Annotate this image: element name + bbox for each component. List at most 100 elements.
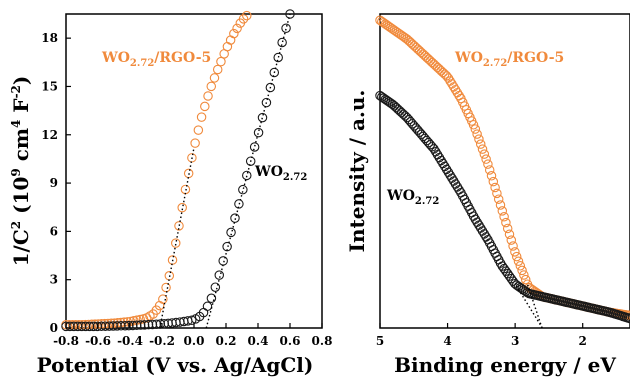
series-orange (61, 10, 252, 330)
data-point (427, 142, 437, 152)
data-point (190, 138, 200, 148)
data-point (210, 282, 221, 292)
data-point (212, 64, 223, 75)
data-point (238, 14, 249, 24)
data-point (230, 213, 240, 223)
data-point (200, 101, 210, 112)
data-point (396, 107, 407, 118)
data-point (158, 294, 168, 304)
data-point (425, 56, 436, 66)
data-point (74, 320, 84, 330)
data-point (511, 251, 522, 262)
data-point (285, 9, 295, 19)
data-point (510, 247, 520, 257)
right-x-ticks: 5 4 3 2 (376, 323, 587, 348)
data-point (171, 238, 181, 248)
data-point (222, 241, 232, 252)
data-point (407, 39, 418, 49)
data-point (493, 194, 504, 204)
data-point (261, 97, 272, 108)
data-point (106, 318, 116, 329)
data-point (177, 202, 187, 213)
data-point (206, 81, 217, 92)
series-black (61, 9, 295, 332)
data-point (405, 37, 416, 48)
left-y-ticks: 0 3 6 9 12 15 18 (41, 31, 71, 335)
left-x-ticks: -0.8 -0.6 -0.4 -0.2 0.0 0.2 0.4 0.6 0.8 (53, 323, 332, 348)
data-point (499, 211, 509, 222)
data-point (273, 52, 283, 63)
data-point (416, 47, 427, 58)
data-point (411, 42, 421, 53)
data-point (87, 319, 97, 330)
data-point (474, 134, 484, 144)
data-point (242, 10, 252, 21)
data-point (203, 91, 213, 101)
data-point (490, 182, 500, 193)
y-tick-label: 0 (50, 321, 58, 335)
data-point (504, 271, 515, 281)
data-point (519, 270, 529, 280)
data-point (497, 261, 508, 271)
left-x-axis-title: Potential (V vs. Ag/AgCl) (37, 353, 314, 377)
data-point (277, 37, 287, 48)
data-point (67, 320, 78, 330)
x-tick-label: 3 (511, 334, 519, 348)
x-tick-label: -0.6 (85, 334, 111, 348)
data-point (432, 62, 443, 73)
data-point (414, 46, 425, 56)
x-tick-label: -0.4 (117, 334, 143, 348)
right-plot-frame (379, 13, 630, 329)
data-point (423, 54, 434, 64)
x-tick-label: 0.4 (248, 334, 269, 348)
data-point (517, 265, 527, 276)
data-point (472, 129, 482, 139)
data-point (470, 124, 481, 134)
data-point (218, 256, 228, 266)
left-series-label-rgo: WO2.72/RGO-5 (101, 50, 211, 69)
data-point (253, 127, 264, 138)
data-point (161, 282, 171, 293)
data-point (429, 59, 439, 69)
data-point (475, 139, 486, 149)
data-point (187, 315, 197, 326)
data-point (393, 104, 403, 114)
data-point (468, 120, 479, 130)
x-tick-label: 0.6 (280, 334, 301, 348)
data-point (265, 82, 276, 93)
y-tick-label: 15 (41, 79, 58, 93)
data-point (436, 66, 446, 76)
x-tick-label: 0.8 (312, 334, 333, 348)
data-point (196, 112, 207, 122)
data-point (90, 319, 100, 329)
data-point (422, 52, 432, 63)
data-point (222, 41, 233, 52)
data-point (409, 41, 419, 51)
data-point (506, 235, 517, 245)
x-tick-label: -0.8 (53, 334, 79, 348)
x-tick-label: 4 (443, 334, 451, 348)
tangent-line (159, 147, 195, 329)
data-point (431, 61, 441, 71)
x-tick-label: -0.2 (149, 334, 175, 348)
data-point (497, 206, 508, 216)
x-tick-label: 2 (579, 334, 587, 348)
right-y-axis-title: Intensity / a.u. (345, 90, 369, 253)
data-point (499, 263, 509, 274)
data-point (502, 223, 513, 234)
left-series-label-wo: WO2.72 (254, 164, 307, 183)
y-tick-label: 12 (41, 128, 58, 142)
data-point (232, 23, 242, 34)
tangent-line (514, 283, 543, 329)
data-point (484, 165, 495, 175)
data-point (438, 67, 448, 78)
data-point (434, 64, 445, 74)
data-point (206, 293, 217, 304)
data-point (520, 274, 531, 285)
data-point (249, 142, 260, 152)
data-point (242, 170, 252, 181)
data-point (202, 301, 213, 312)
data-point (477, 144, 488, 154)
data-point (214, 270, 225, 280)
